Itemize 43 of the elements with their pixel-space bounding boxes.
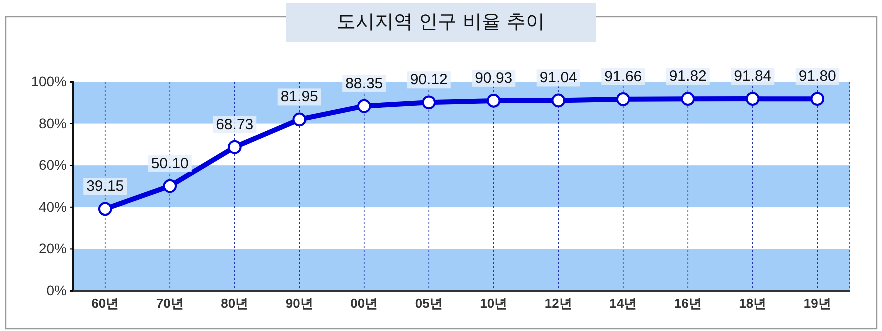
y-tick-label: 0% — [46, 282, 67, 298]
x-tick-label: 60년 — [92, 296, 120, 312]
y-tick-label: 60% — [38, 157, 67, 174]
point — [486, 94, 501, 108]
y-tick-label: 100% — [31, 73, 67, 90]
text: 91.04 — [540, 70, 578, 87]
text: 90.93 — [475, 70, 513, 87]
x-tick-label: 16년 — [674, 296, 702, 312]
point — [681, 92, 696, 106]
point — [616, 92, 630, 106]
text: 90.12 — [410, 72, 448, 89]
x-tick-label: 10년 — [480, 296, 508, 312]
text: 88.35 — [346, 75, 384, 92]
x-tick-label: 90년 — [286, 296, 314, 312]
point — [292, 112, 307, 127]
point — [357, 99, 372, 114]
text: 81.95 — [280, 88, 318, 106]
point — [228, 140, 242, 154]
text: 68.73 — [216, 116, 254, 134]
text: 91.84 — [734, 68, 772, 86]
x-tick-label: 12년 — [544, 296, 572, 312]
chart-title: 도시지역 인구 비율 추이 — [336, 11, 546, 33]
point — [810, 92, 825, 106]
point — [163, 179, 178, 194]
x-tick-label: 80년 — [221, 296, 249, 312]
text: 39.15 — [86, 178, 124, 196]
y-tick-label: 20% — [38, 240, 67, 257]
point — [552, 94, 566, 108]
y-tick-label: 80% — [38, 115, 67, 132]
x-tick-label: 00년 — [350, 296, 378, 312]
point — [422, 96, 436, 110]
x-tick-label: 14년 — [610, 296, 638, 312]
x-tick-label: 05년 — [415, 296, 443, 312]
x-tick-label: 18년 — [739, 296, 767, 312]
text: 91.80 — [798, 68, 836, 86]
text: 50.10 — [151, 155, 189, 172]
text: 91.82 — [669, 68, 707, 86]
x-tick-label: 19년 — [804, 296, 832, 312]
x-tick-label: 70년 — [156, 296, 184, 312]
point — [98, 202, 112, 216]
point — [746, 92, 760, 106]
text: 91.66 — [604, 68, 642, 86]
y-tick-label: 40% — [38, 198, 67, 215]
